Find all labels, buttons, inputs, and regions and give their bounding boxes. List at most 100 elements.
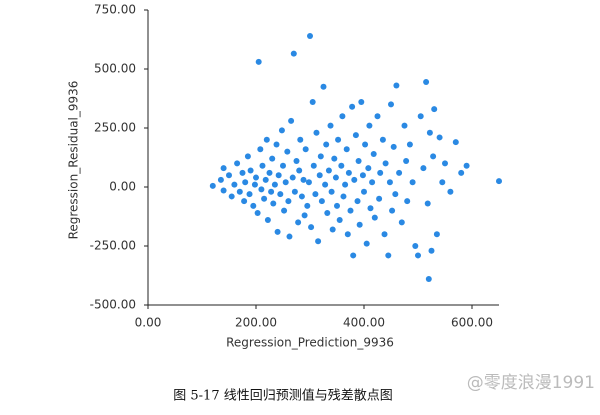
point — [255, 58, 262, 65]
point — [315, 238, 322, 245]
point — [274, 228, 281, 235]
point — [257, 146, 264, 153]
point — [340, 193, 347, 200]
y-tick-label: 250.00 — [94, 121, 136, 135]
point — [275, 172, 282, 179]
point — [379, 136, 386, 143]
point — [220, 187, 227, 194]
point — [264, 217, 271, 224]
point — [250, 202, 257, 209]
y-tick-label: -250.00 — [90, 239, 136, 253]
point — [301, 212, 308, 219]
point — [458, 169, 465, 176]
point — [302, 146, 309, 153]
point — [331, 155, 338, 162]
point — [424, 200, 431, 207]
point — [344, 231, 351, 238]
point — [386, 179, 393, 186]
point — [278, 127, 285, 134]
point — [496, 178, 502, 185]
point — [403, 158, 410, 165]
point — [310, 162, 317, 169]
point — [234, 160, 241, 167]
point — [430, 153, 437, 160]
point — [236, 188, 243, 195]
point — [220, 165, 227, 172]
point — [366, 122, 373, 129]
point — [359, 172, 366, 179]
point — [307, 32, 313, 39]
point — [291, 188, 298, 195]
x-tick-label: 0.00 — [135, 316, 162, 330]
point — [325, 167, 332, 174]
point — [354, 198, 361, 205]
x-tick-label: 600.00 — [451, 316, 493, 330]
point — [241, 198, 248, 205]
point — [251, 181, 258, 188]
point — [463, 162, 470, 169]
point — [428, 247, 435, 254]
point — [447, 188, 454, 195]
point — [290, 50, 297, 57]
point — [297, 136, 304, 143]
watermark: @零度浪漫1991 — [467, 373, 595, 393]
point — [280, 162, 286, 169]
point — [228, 193, 235, 200]
y-tick-label: 750.00 — [94, 3, 136, 17]
point — [239, 169, 246, 176]
point — [406, 141, 413, 148]
point — [334, 202, 340, 209]
point — [356, 221, 363, 228]
point — [259, 162, 266, 169]
point — [305, 179, 312, 186]
point — [281, 207, 288, 214]
point — [349, 103, 356, 110]
point — [316, 172, 323, 179]
point — [313, 129, 320, 136]
point — [266, 169, 273, 176]
point — [342, 181, 349, 188]
point — [374, 113, 381, 120]
point — [312, 191, 319, 198]
point — [392, 191, 399, 198]
point — [296, 167, 303, 174]
point — [300, 176, 307, 183]
point — [345, 169, 352, 176]
point — [425, 276, 432, 283]
point — [293, 158, 300, 165]
point — [336, 217, 343, 224]
point — [363, 240, 370, 247]
point — [209, 182, 216, 189]
point — [442, 160, 448, 167]
point — [350, 252, 357, 259]
point — [328, 188, 335, 195]
point — [295, 219, 302, 226]
caption: 图 5-17 线性回归预测值与残差散点图 — [173, 388, 392, 404]
point — [327, 122, 334, 129]
x-axis-title: Regression_Prediction_9936 — [226, 336, 394, 350]
point — [268, 188, 275, 195]
point — [385, 252, 392, 259]
point — [370, 150, 377, 157]
point — [409, 179, 416, 186]
point — [217, 176, 224, 183]
point — [358, 99, 365, 106]
point — [396, 169, 403, 176]
point — [286, 233, 293, 240]
point — [415, 252, 421, 259]
point — [371, 214, 378, 221]
point — [393, 82, 400, 89]
point — [431, 106, 438, 113]
point — [339, 113, 346, 120]
y-tick-label: -500.00 — [90, 298, 136, 312]
point — [285, 198, 292, 205]
y-axis-title: Regression_Residual_9936 — [67, 81, 81, 240]
point — [282, 179, 289, 186]
point — [324, 209, 331, 216]
point — [273, 141, 280, 148]
point — [317, 153, 324, 160]
point — [270, 200, 277, 207]
point — [347, 207, 354, 214]
point — [389, 207, 396, 214]
point — [369, 179, 376, 186]
